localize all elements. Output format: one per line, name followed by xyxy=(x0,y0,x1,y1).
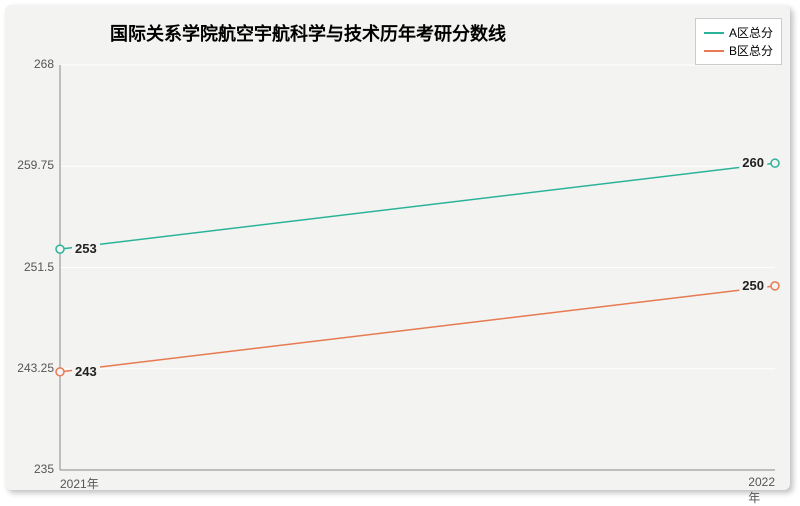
legend-label: B区总分 xyxy=(729,42,773,59)
y-tick-label: 251.5 xyxy=(24,260,54,274)
y-tick-label: 259.75 xyxy=(17,158,54,172)
legend-swatch xyxy=(704,50,724,52)
chart-title: 国际关系学院航空宇航科学与技术历年考研分数线 xyxy=(110,20,506,46)
data-point-label: 253 xyxy=(72,240,100,257)
data-point-label: 243 xyxy=(72,363,100,380)
legend-item: B区总分 xyxy=(704,42,773,59)
legend-label: A区总分 xyxy=(729,24,773,41)
y-tick-label: 243.25 xyxy=(17,361,54,375)
chart-svg xyxy=(0,0,800,500)
x-tick-label: 2021年 xyxy=(60,475,99,492)
y-tick-label: 268 xyxy=(34,57,54,71)
legend-swatch xyxy=(704,32,724,34)
legend-item: A区总分 xyxy=(704,24,773,41)
y-tick-label: 235 xyxy=(34,462,54,476)
data-point-label: 250 xyxy=(739,277,767,294)
x-tick-label: 2022年 xyxy=(748,475,775,506)
data-point-label: 260 xyxy=(739,154,767,171)
chart-container: 国际关系学院航空宇航科学与技术历年考研分数线 A区总分B区总分 235 243.2… xyxy=(0,0,800,500)
legend: A区总分B区总分 xyxy=(695,18,782,65)
